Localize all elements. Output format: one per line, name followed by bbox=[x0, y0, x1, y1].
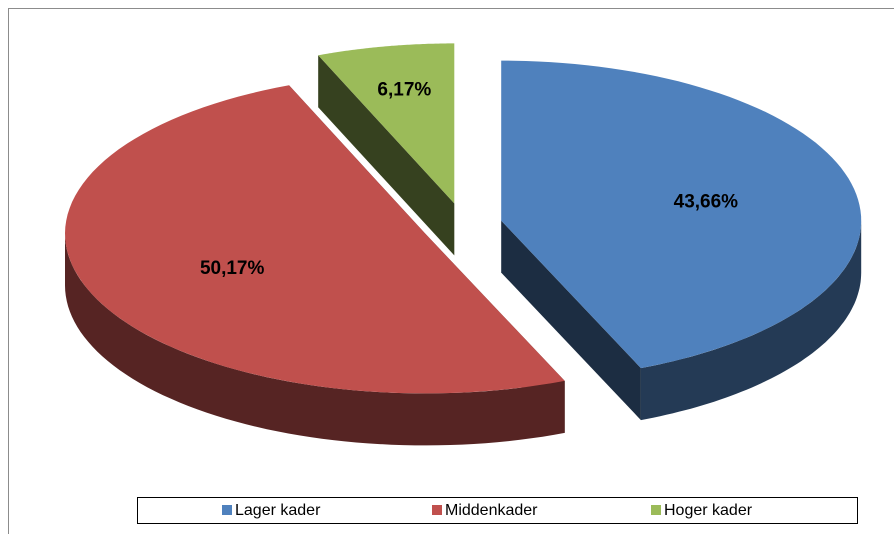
slice-wall bbox=[640, 220, 862, 421]
legend-swatch bbox=[222, 505, 232, 515]
slice-wall bbox=[65, 233, 565, 446]
slice: 43,66% bbox=[501, 60, 862, 421]
slice-top bbox=[501, 60, 862, 369]
slice-top bbox=[318, 43, 455, 204]
slice: 6,17% bbox=[318, 43, 455, 256]
legend-swatch bbox=[651, 505, 661, 515]
data-label: 6,17% bbox=[377, 79, 431, 100]
legend-label: Hoger kader bbox=[664, 502, 753, 519]
slice-side bbox=[501, 220, 641, 421]
data-label: 43,66% bbox=[674, 191, 739, 212]
slice-top bbox=[65, 85, 565, 394]
data-label: 50,17% bbox=[200, 258, 265, 279]
legend-label: Middenkader bbox=[445, 502, 538, 519]
legend-box bbox=[137, 497, 858, 524]
legend: Lager kader Middenkader Hoger kader bbox=[222, 502, 753, 519]
slice: 50,17% bbox=[65, 85, 565, 446]
slice-side bbox=[318, 55, 455, 256]
legend-swatch bbox=[432, 505, 442, 515]
legend-label: Lager kader bbox=[235, 502, 321, 519]
pie: 6,17% 43,66% 50,17% bbox=[65, 43, 862, 446]
